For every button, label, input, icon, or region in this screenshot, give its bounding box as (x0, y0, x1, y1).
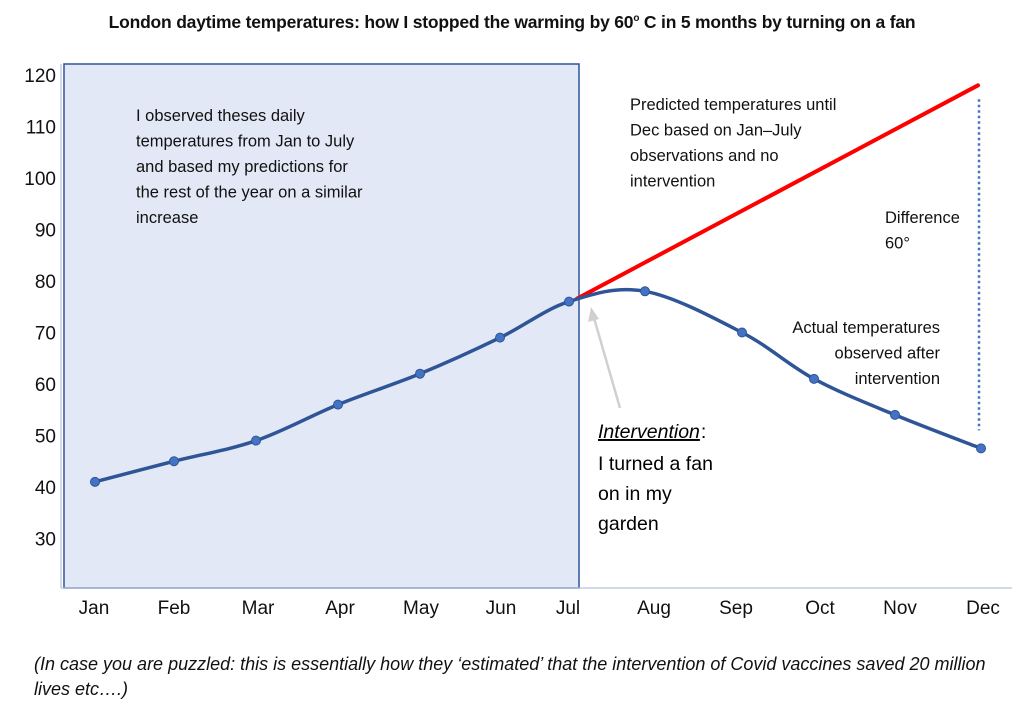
y-tick-label: 40 (35, 478, 56, 499)
data-point-oct (809, 373, 819, 384)
y-tick-label: 100 (24, 169, 56, 190)
data-point-may (415, 368, 425, 379)
y-tick-label: 120 (24, 66, 56, 87)
chart-title: London daytime temperatures: how I stopp… (0, 12, 1024, 33)
y-tick-label: 80 (35, 272, 56, 293)
title-degree: o (633, 13, 640, 25)
x-tick-label: Jul (556, 598, 580, 619)
difference-annotation: Difference 60° (885, 209, 960, 253)
y-tick-label: 110 (26, 118, 56, 139)
actual-temperature-line (94, 287, 982, 484)
y-tick-label: 50 (35, 427, 56, 448)
footer-note: (In case you are puzzled: this is essent… (34, 654, 986, 699)
observation-period-box (63, 63, 580, 589)
intervention-arrow-head-icon (588, 307, 599, 322)
x-tick-label: Aug (637, 598, 671, 619)
intervention-heading: Intervention (598, 421, 700, 443)
x-tick-label: Feb (158, 598, 191, 619)
y-tick-label: 90 (35, 221, 56, 242)
observed-box-annotation: I observed theses daily temperatures from… (136, 107, 363, 227)
x-tick-label: Nov (883, 598, 917, 619)
intervention-body: I turned a fan on in my garden (598, 453, 713, 535)
x-tick-label: Jan (79, 598, 110, 619)
x-tick-label: Jun (486, 598, 517, 619)
x-tick-label: Apr (325, 598, 355, 619)
intervention-arrow-shaft (592, 317, 622, 409)
predicted-line (575, 83, 980, 301)
actual-annotation: Actual temperatures observed after interve… (792, 319, 940, 388)
y-tick-label: 30 (35, 530, 56, 551)
x-tick-label: Mar (242, 598, 275, 619)
data-point-jul (564, 296, 574, 307)
x-tick-label: Dec (966, 598, 1000, 619)
data-point-jun (495, 332, 505, 343)
data-point-dec (976, 443, 986, 454)
data-point-jan (90, 476, 100, 487)
data-point-aug (640, 286, 650, 297)
data-point-nov (890, 409, 900, 420)
title-text: London daytime temperatures: how I stopp… (108, 12, 634, 32)
x-tick-label: Sep (719, 598, 753, 619)
data-point-mar (251, 435, 261, 446)
y-tick-label: 60 (35, 375, 56, 396)
x-tick-label: Oct (805, 598, 835, 619)
title-text-end: C in 5 months by turning on a fan (639, 12, 916, 32)
data-point-apr (333, 399, 343, 410)
x-tick-label: May (403, 598, 439, 619)
data-point-sep (737, 327, 747, 338)
y-tick-label: 70 (35, 324, 56, 345)
data-point-feb (169, 456, 179, 467)
predicted-annotation: Predicted temperatures until Dec based on… (630, 96, 836, 191)
intervention-colon: : (701, 421, 706, 443)
